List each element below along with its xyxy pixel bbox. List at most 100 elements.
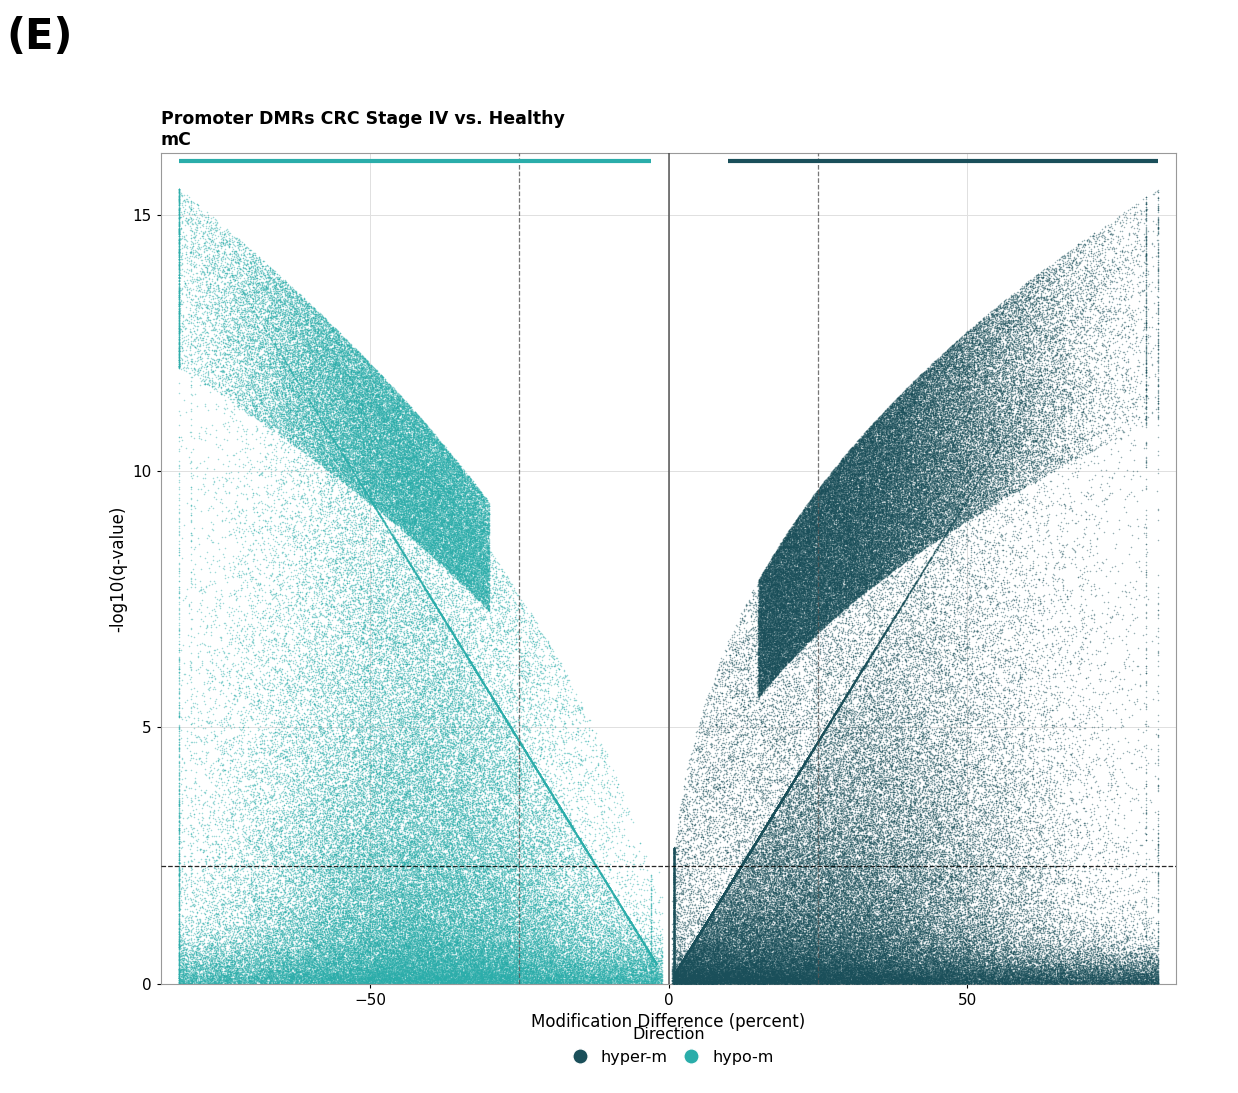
Point <box>333 932 353 950</box>
Point <box>202 933 222 951</box>
Point <box>672 953 692 971</box>
Point <box>1000 671 1020 689</box>
Point <box>780 650 800 668</box>
Point <box>672 969 692 987</box>
Point <box>352 432 371 449</box>
Point <box>828 647 848 665</box>
Point <box>368 403 387 421</box>
Point <box>758 951 777 968</box>
Point <box>214 972 234 989</box>
Point <box>706 972 725 989</box>
Point <box>946 428 966 446</box>
Point <box>168 947 188 964</box>
Point <box>515 891 535 908</box>
Point <box>358 851 378 869</box>
Point <box>264 416 284 434</box>
Point <box>371 439 391 457</box>
Point <box>864 543 884 561</box>
Point <box>748 831 768 848</box>
Point <box>431 545 451 563</box>
Point <box>595 952 615 969</box>
Point <box>430 956 449 974</box>
Point <box>318 409 338 426</box>
Point <box>790 527 810 544</box>
Point <box>750 666 770 683</box>
Point <box>464 814 484 832</box>
Point <box>354 444 374 461</box>
Point <box>665 917 685 935</box>
Point <box>526 761 546 778</box>
Point <box>218 273 238 291</box>
Point <box>473 574 493 591</box>
Point <box>1067 942 1087 960</box>
Point <box>305 562 324 579</box>
Point <box>1014 932 1034 950</box>
Point <box>266 451 286 469</box>
Point <box>997 950 1016 967</box>
Point <box>373 445 392 462</box>
Point <box>339 414 359 432</box>
Point <box>938 410 958 427</box>
Point <box>443 839 463 857</box>
Point <box>665 969 685 987</box>
Point <box>404 462 423 480</box>
Point <box>453 885 473 903</box>
Point <box>937 524 957 541</box>
Point <box>925 442 945 459</box>
Point <box>781 533 801 551</box>
Point <box>749 828 769 846</box>
Point <box>202 258 222 275</box>
Point <box>852 473 872 491</box>
Point <box>373 557 392 575</box>
Point <box>365 472 385 490</box>
Point <box>358 472 378 490</box>
Point <box>421 975 441 992</box>
Point <box>171 884 191 902</box>
Point <box>978 328 998 345</box>
Point <box>350 960 370 977</box>
Point <box>276 973 296 990</box>
Point <box>563 962 583 979</box>
Point <box>397 950 417 967</box>
Point <box>364 447 384 465</box>
Point <box>844 920 864 938</box>
Point <box>808 957 828 975</box>
Point <box>896 754 916 772</box>
Point <box>531 891 551 908</box>
Point <box>836 515 855 532</box>
Point <box>1058 932 1078 950</box>
Point <box>443 941 463 959</box>
Point <box>265 273 285 291</box>
Point <box>291 888 311 905</box>
Point <box>888 883 907 901</box>
Point <box>851 808 870 825</box>
Point <box>834 972 854 989</box>
Point <box>335 571 355 588</box>
Point <box>799 884 818 902</box>
Point <box>413 931 433 949</box>
Point <box>360 892 380 909</box>
Point <box>1089 781 1109 799</box>
Point <box>725 867 745 884</box>
Point <box>933 360 953 377</box>
Point <box>311 881 331 898</box>
Point <box>583 841 603 858</box>
Point <box>175 933 194 951</box>
Point <box>786 528 806 545</box>
Point <box>474 581 494 599</box>
Point <box>1042 295 1062 313</box>
Point <box>802 957 822 975</box>
Point <box>439 967 459 985</box>
Point <box>698 910 718 928</box>
Point <box>532 898 552 916</box>
Point <box>412 796 432 813</box>
Point <box>755 912 775 929</box>
Point <box>803 489 823 506</box>
Point <box>333 903 353 920</box>
Point <box>374 962 394 979</box>
Point <box>670 957 690 975</box>
Point <box>647 950 667 967</box>
Point <box>860 951 880 968</box>
Point <box>807 853 827 870</box>
Point <box>904 968 924 986</box>
